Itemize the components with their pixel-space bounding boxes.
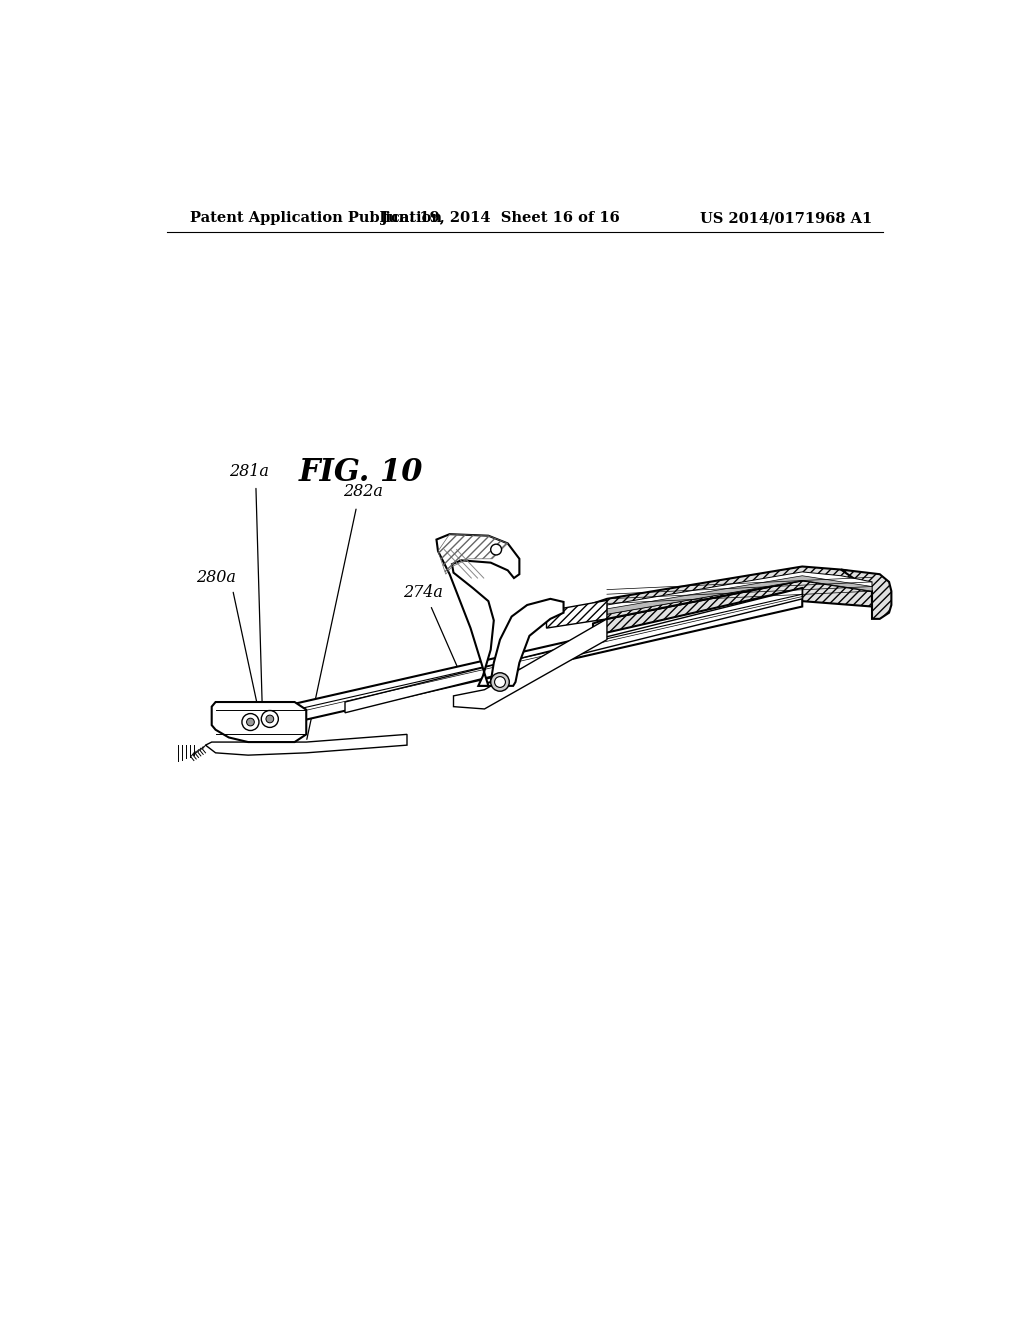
Polygon shape <box>593 566 872 619</box>
Polygon shape <box>248 589 802 733</box>
Text: 280a: 280a <box>197 569 237 586</box>
Text: 282a: 282a <box>343 483 383 499</box>
Text: Patent Application Publication: Patent Application Publication <box>190 211 442 226</box>
Circle shape <box>247 718 254 726</box>
Text: FIG. 10: FIG. 10 <box>299 457 423 488</box>
Text: 274a: 274a <box>403 585 443 601</box>
Text: Jun. 19, 2014  Sheet 16 of 16: Jun. 19, 2014 Sheet 16 of 16 <box>381 211 620 226</box>
Polygon shape <box>841 570 891 619</box>
Polygon shape <box>593 581 872 640</box>
Text: 281a: 281a <box>228 462 268 479</box>
Polygon shape <box>345 589 802 713</box>
Polygon shape <box>212 702 306 742</box>
Circle shape <box>495 677 506 688</box>
Polygon shape <box>454 619 607 709</box>
Polygon shape <box>547 601 607 628</box>
Circle shape <box>490 544 502 554</box>
Circle shape <box>266 715 273 723</box>
Circle shape <box>242 714 259 730</box>
Polygon shape <box>607 576 872 614</box>
Polygon shape <box>436 535 519 686</box>
Polygon shape <box>607 572 872 614</box>
Circle shape <box>261 710 279 727</box>
Circle shape <box>490 673 509 692</box>
Polygon shape <box>478 599 563 686</box>
Polygon shape <box>206 734 407 755</box>
Text: US 2014/0171968 A1: US 2014/0171968 A1 <box>699 211 872 226</box>
